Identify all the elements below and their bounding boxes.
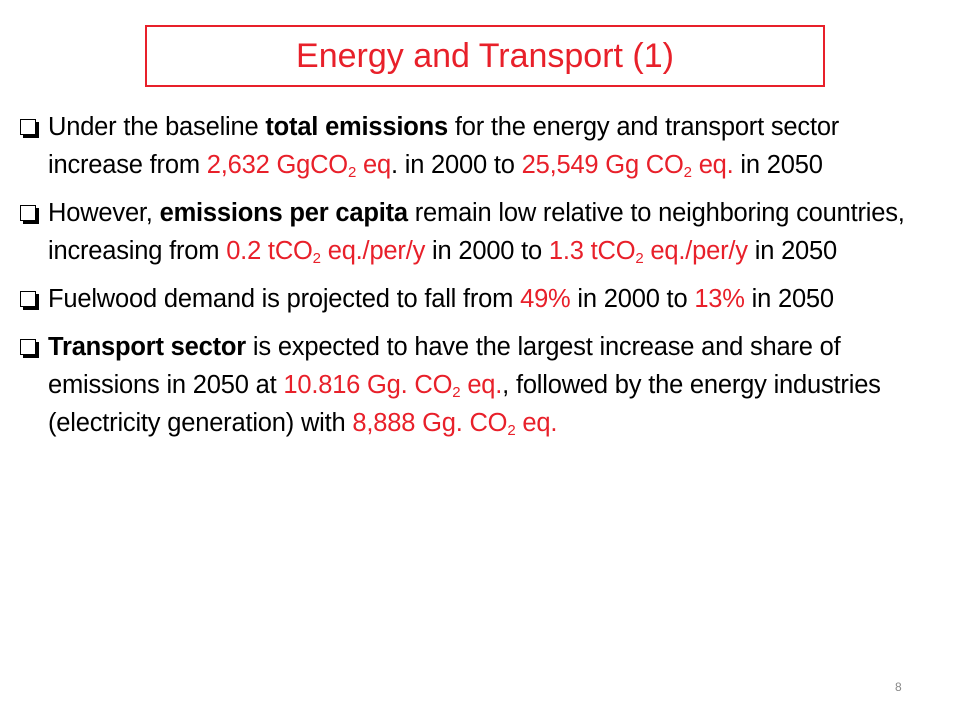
text: in 2050: [747, 237, 838, 265]
subscript: 2: [507, 422, 516, 439]
highlight: eq./per/y: [643, 237, 748, 265]
text: Fuelwood demand is projected to fall fro…: [48, 285, 521, 313]
text: is expected to have the largest increase…: [48, 333, 841, 399]
bullet: Under the baseline total emissions for t…: [18, 108, 918, 184]
bullet: Fuelwood demand is projected to fall fro…: [18, 280, 918, 318]
highlight: eq.: [691, 151, 734, 179]
text: . in 2000 to: [390, 151, 522, 179]
highlight: 1.3 tCO: [548, 237, 636, 265]
highlight: 8,888 Gg. CO: [352, 409, 508, 437]
bullet: However, emissions per capita remain low…: [18, 194, 918, 270]
highlight: 2,632 GgCO: [206, 151, 348, 179]
subscript: 2: [312, 250, 321, 267]
subscript: 2: [347, 164, 357, 181]
highlight: 49%: [520, 285, 571, 313]
text: However,: [48, 199, 160, 227]
subscript: 2: [452, 384, 461, 401]
text: Under the baseline: [48, 113, 266, 141]
bold-text: Transport sector: [48, 333, 247, 361]
bold-text: emissions per capita: [159, 199, 408, 227]
text: in 2000 to: [425, 237, 549, 265]
page-number: 8: [895, 680, 902, 694]
text: for the energy and transport sector incr…: [48, 113, 840, 179]
highlight: eq./per/y: [320, 237, 426, 265]
highlight: eq: [356, 151, 391, 179]
highlight: 10.816 Gg. CO: [283, 371, 453, 399]
bullet-list: Under the baseline total emissions for t…: [18, 108, 918, 452]
text: in 2050: [733, 151, 823, 179]
highlight: eq.: [460, 371, 503, 399]
text: , followed by the energy industries (ele…: [48, 371, 881, 437]
highlight: 13%: [694, 285, 745, 313]
text: in 2000 to: [570, 285, 695, 313]
highlight: 25,549 Gg CO: [521, 151, 684, 179]
highlight: 0.2 tCO: [226, 237, 313, 265]
subscript: 2: [635, 250, 644, 267]
highlight: eq.: [515, 409, 558, 437]
bullet: Transport sector is expected to have the…: [18, 328, 918, 442]
bold-text: total emissions: [265, 113, 448, 141]
text: in 2050: [744, 285, 834, 313]
subscript: 2: [683, 164, 692, 181]
text: remain low relative to neighboring count…: [48, 199, 905, 265]
slide-title: Energy and Transport (1): [145, 25, 825, 87]
